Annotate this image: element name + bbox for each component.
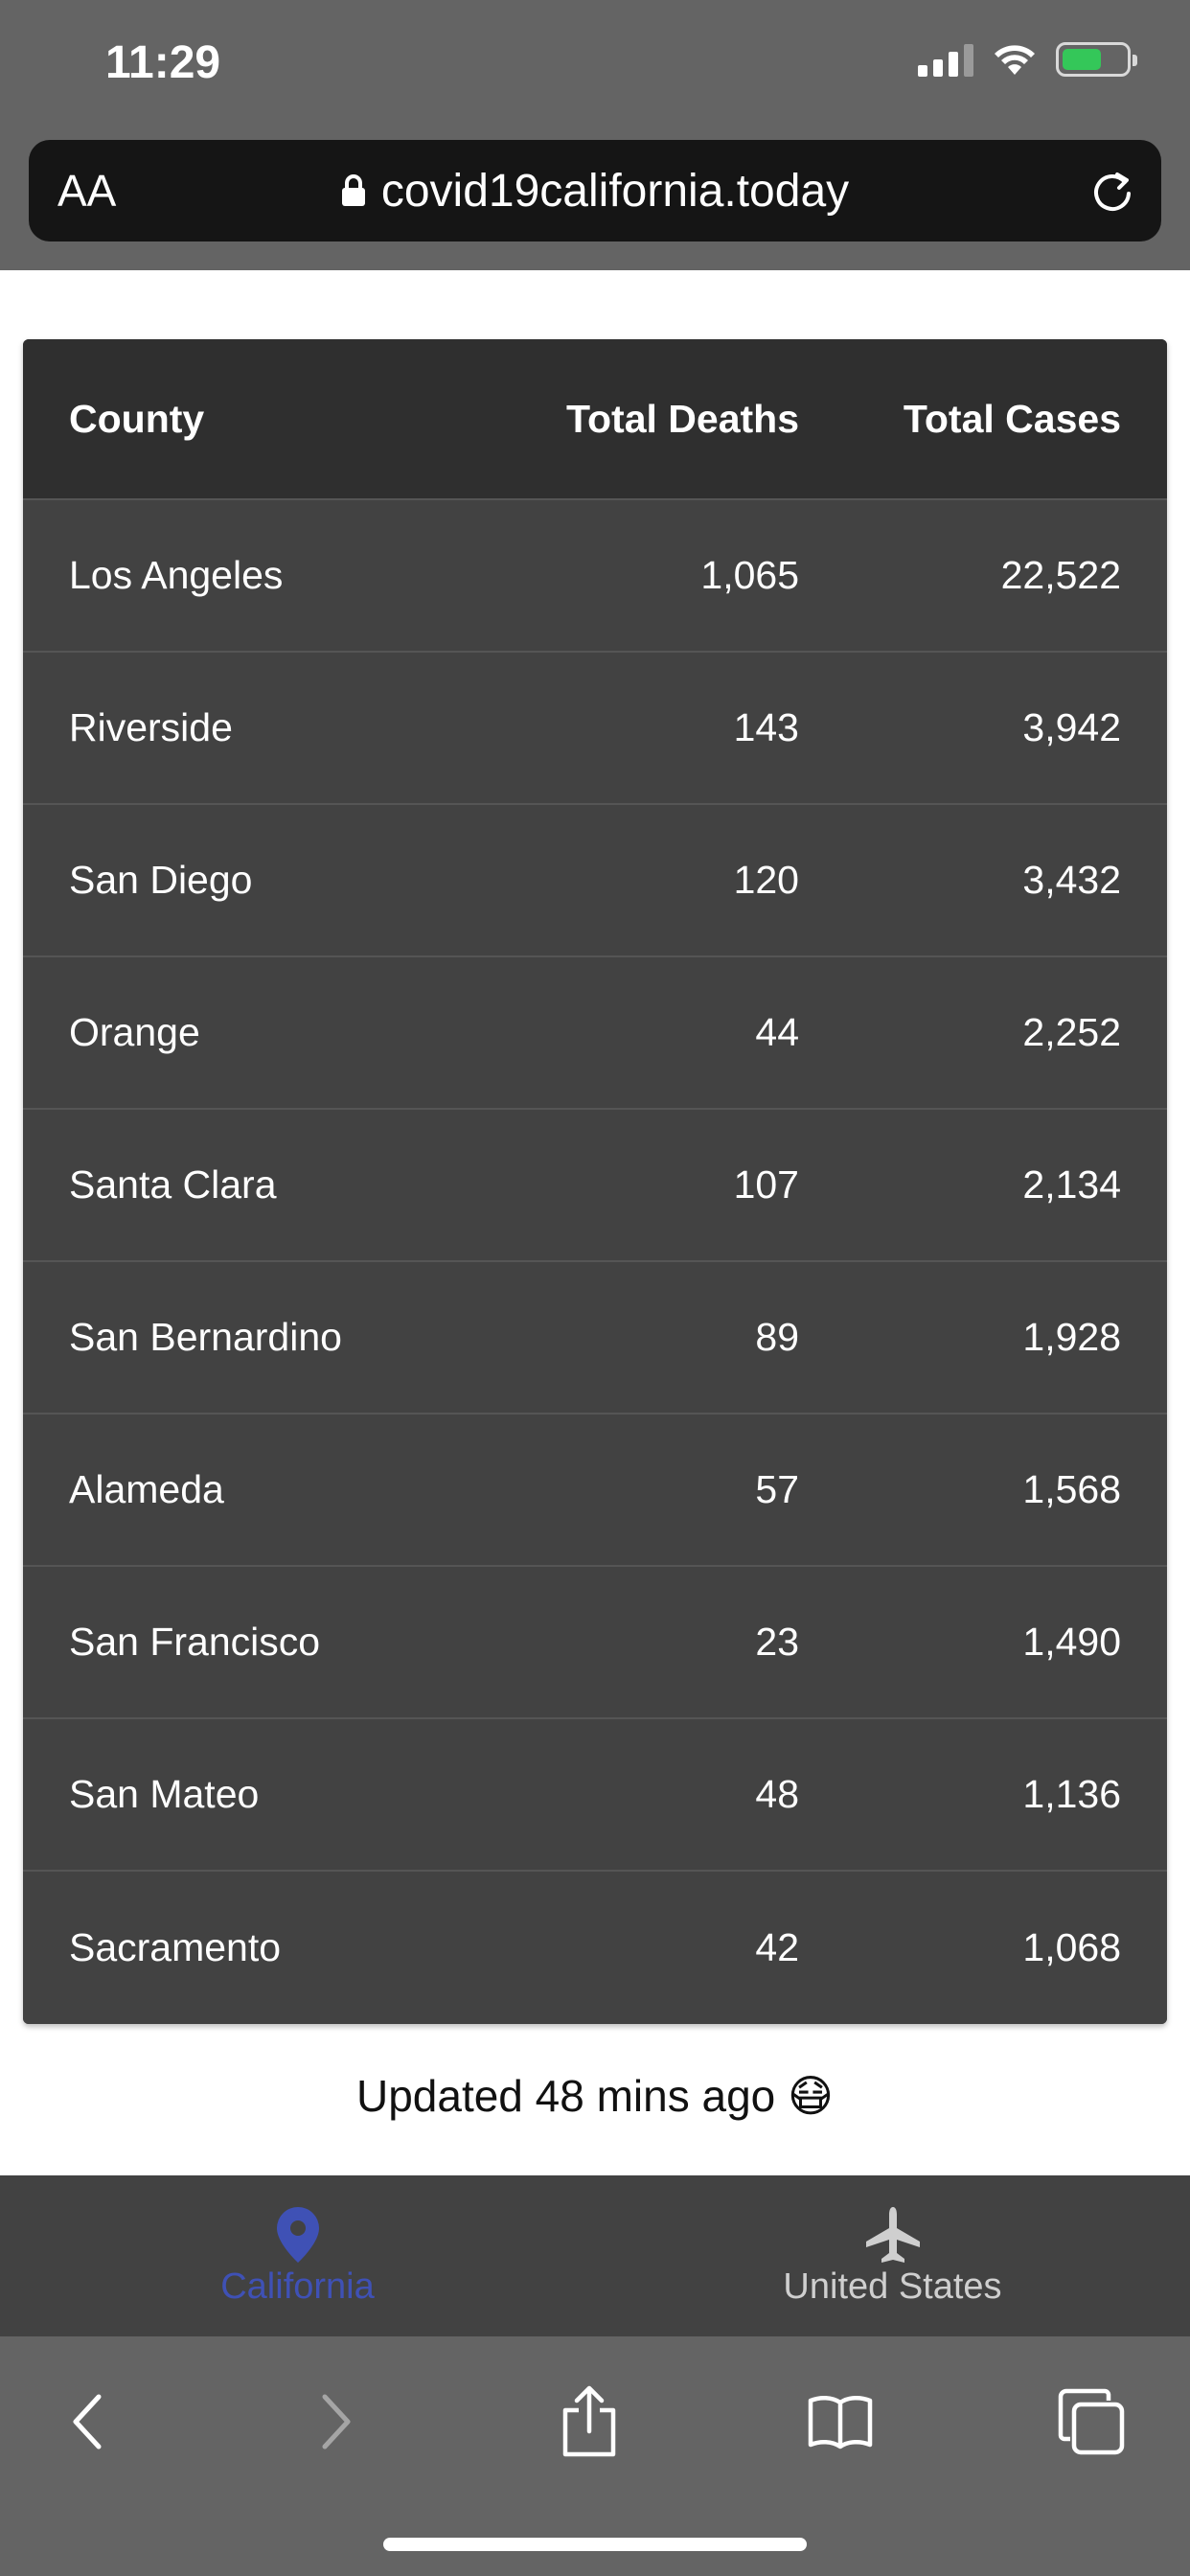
table-row: Sacramento 42 1,068 — [23, 1872, 1167, 2024]
county-table: County Total Deaths Total Cases Los Ange… — [23, 339, 1167, 2024]
header-total-cases[interactable]: Total Cases — [903, 396, 1121, 441]
tab-label-california: California — [220, 2266, 375, 2307]
county-name: San Mateo — [69, 1772, 260, 1816]
total-cases: 1,068 — [1022, 1925, 1121, 1969]
table-row: San Bernardino 89 1,928 — [23, 1262, 1167, 1414]
county-name: San Bernardino — [69, 1315, 342, 1359]
total-cases: 1,928 — [1022, 1315, 1121, 1359]
app-bottom-nav: California United States — [0, 2175, 1190, 2336]
total-deaths: 120 — [733, 858, 799, 902]
total-deaths: 107 — [733, 1162, 799, 1207]
browser-toolbar — [0, 2336, 1190, 2576]
total-deaths: 89 — [755, 1315, 799, 1359]
total-deaths: 48 — [755, 1772, 799, 1816]
total-deaths: 23 — [755, 1620, 799, 1664]
total-cases: 3,942 — [1022, 705, 1121, 749]
address-bar[interactable]: AA covid19california.today — [29, 140, 1161, 242]
bookmarks-icon — [808, 2396, 873, 2450]
total-deaths: 57 — [755, 1467, 799, 1511]
total-cases: 22,522 — [1000, 553, 1121, 597]
home-indicator[interactable] — [383, 2538, 807, 2551]
forward-button[interactable] — [293, 2379, 379, 2465]
back-button[interactable] — [44, 2379, 130, 2465]
total-cases: 3,432 — [1022, 858, 1121, 902]
county-name: Orange — [69, 1010, 200, 1054]
county-name: San Diego — [69, 858, 253, 902]
table-header: County Total Deaths Total Cases — [23, 339, 1167, 500]
bookmarks-button[interactable] — [797, 2379, 883, 2465]
table-row: Alameda 57 1,568 — [23, 1414, 1167, 1567]
tabs-icon — [1058, 2388, 1125, 2455]
total-deaths: 143 — [733, 705, 799, 749]
lock-icon — [341, 174, 365, 206]
face-mask-emoji: 😷 — [788, 2071, 835, 2121]
table-row: Riverside 143 3,942 — [23, 653, 1167, 805]
tab-label-united-states: United States — [783, 2266, 1002, 2307]
total-cases: 1,490 — [1022, 1620, 1121, 1664]
total-deaths: 44 — [755, 1010, 799, 1054]
header-total-deaths[interactable]: Total Deaths — [566, 396, 799, 441]
table-row: Orange 44 2,252 — [23, 957, 1167, 1110]
table-row: Santa Clara 107 2,134 — [23, 1110, 1167, 1262]
back-icon — [73, 2394, 102, 2450]
total-cases: 2,252 — [1022, 1010, 1121, 1054]
text-size-button[interactable]: AA — [57, 165, 116, 217]
airplane-icon — [865, 2206, 920, 2263]
map-pin-icon — [276, 2206, 319, 2263]
total-deaths: 1,065 — [700, 553, 799, 597]
total-cases: 1,136 — [1022, 1772, 1121, 1816]
browser-chrome-top: 11:29 AA — [0, 0, 1190, 270]
wifi-icon — [995, 45, 1035, 75]
tabs-button[interactable] — [1048, 2379, 1134, 2465]
reload-icon[interactable] — [1088, 167, 1136, 215]
updated-text: Updated 48 mins ago — [355, 2071, 776, 2121]
county-name: Sacramento — [69, 1925, 282, 1969]
table-row: San Mateo 48 1,136 — [23, 1719, 1167, 1872]
county-name: Riverside — [69, 705, 233, 749]
table-row: San Diego 120 3,432 — [23, 805, 1167, 957]
status-icons — [918, 42, 1137, 77]
total-cases: 1,568 — [1022, 1467, 1121, 1511]
url-display[interactable]: covid19california.today — [29, 165, 1161, 218]
url-text: covid19california.today — [380, 165, 850, 217]
header-county[interactable]: County — [69, 396, 205, 441]
share-button[interactable] — [546, 2379, 632, 2465]
text-size-label: AA — [57, 166, 117, 216]
battery-charging-icon — [1056, 42, 1137, 77]
table-row: San Francisco 23 1,490 — [23, 1567, 1167, 1719]
total-deaths: 42 — [755, 1925, 799, 1969]
county-name: Santa Clara — [69, 1162, 277, 1207]
county-name: Alameda — [69, 1467, 224, 1511]
county-name: Los Angeles — [69, 553, 284, 597]
tab-united-states[interactable]: United States — [595, 2175, 1190, 2336]
forward-icon — [322, 2394, 351, 2450]
cellular-signal-icon — [918, 42, 973, 77]
updated-notice: Updated 48 mins ago 😷 — [0, 2070, 1190, 2122]
tab-california[interactable]: California — [0, 2175, 595, 2336]
share-icon — [562, 2385, 616, 2457]
total-cases: 2,134 — [1022, 1162, 1121, 1207]
table-row: Los Angeles 1,065 22,522 — [23, 500, 1167, 653]
status-time: 11:29 — [105, 37, 221, 88]
county-name: San Francisco — [69, 1620, 321, 1664]
